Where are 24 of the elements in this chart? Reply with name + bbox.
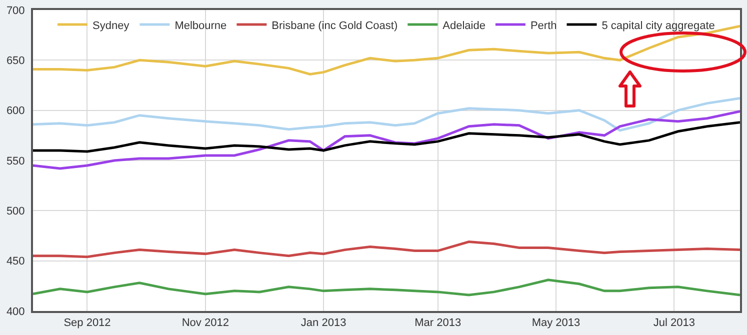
legend-label: Sydney <box>92 20 130 32</box>
line-series <box>33 110 740 170</box>
line-series <box>33 278 740 296</box>
legend-label: Brisbane (inc Gold Coast) <box>272 20 398 32</box>
y-tick-label: 700 <box>6 4 25 17</box>
x-tick-label: Jan 2013 <box>300 317 346 330</box>
y-tick-label: 400 <box>6 306 25 318</box>
x-tick-label: May 2013 <box>532 317 580 330</box>
x-tick-label: Jul 2013 <box>653 317 695 330</box>
y-tick-label: 450 <box>6 256 25 268</box>
x-tick-label: Sep 2012 <box>64 317 111 330</box>
legend-label: Adelaide <box>442 20 486 32</box>
y-tick-label: 600 <box>6 105 25 118</box>
legend-label: Melbourne <box>174 20 227 32</box>
legend-label: Perth <box>530 20 557 32</box>
y-tick-label: 550 <box>6 155 25 168</box>
line-series <box>33 121 740 153</box>
y-tick-label: 650 <box>6 55 25 68</box>
line-series <box>33 240 740 258</box>
legend-label: 5 capital city aggregate <box>602 20 715 32</box>
line-series <box>33 97 740 132</box>
x-tick-label: Mar 2013 <box>414 317 462 330</box>
x-tick-label: Nov 2012 <box>182 317 229 330</box>
y-tick-label: 500 <box>6 206 25 218</box>
